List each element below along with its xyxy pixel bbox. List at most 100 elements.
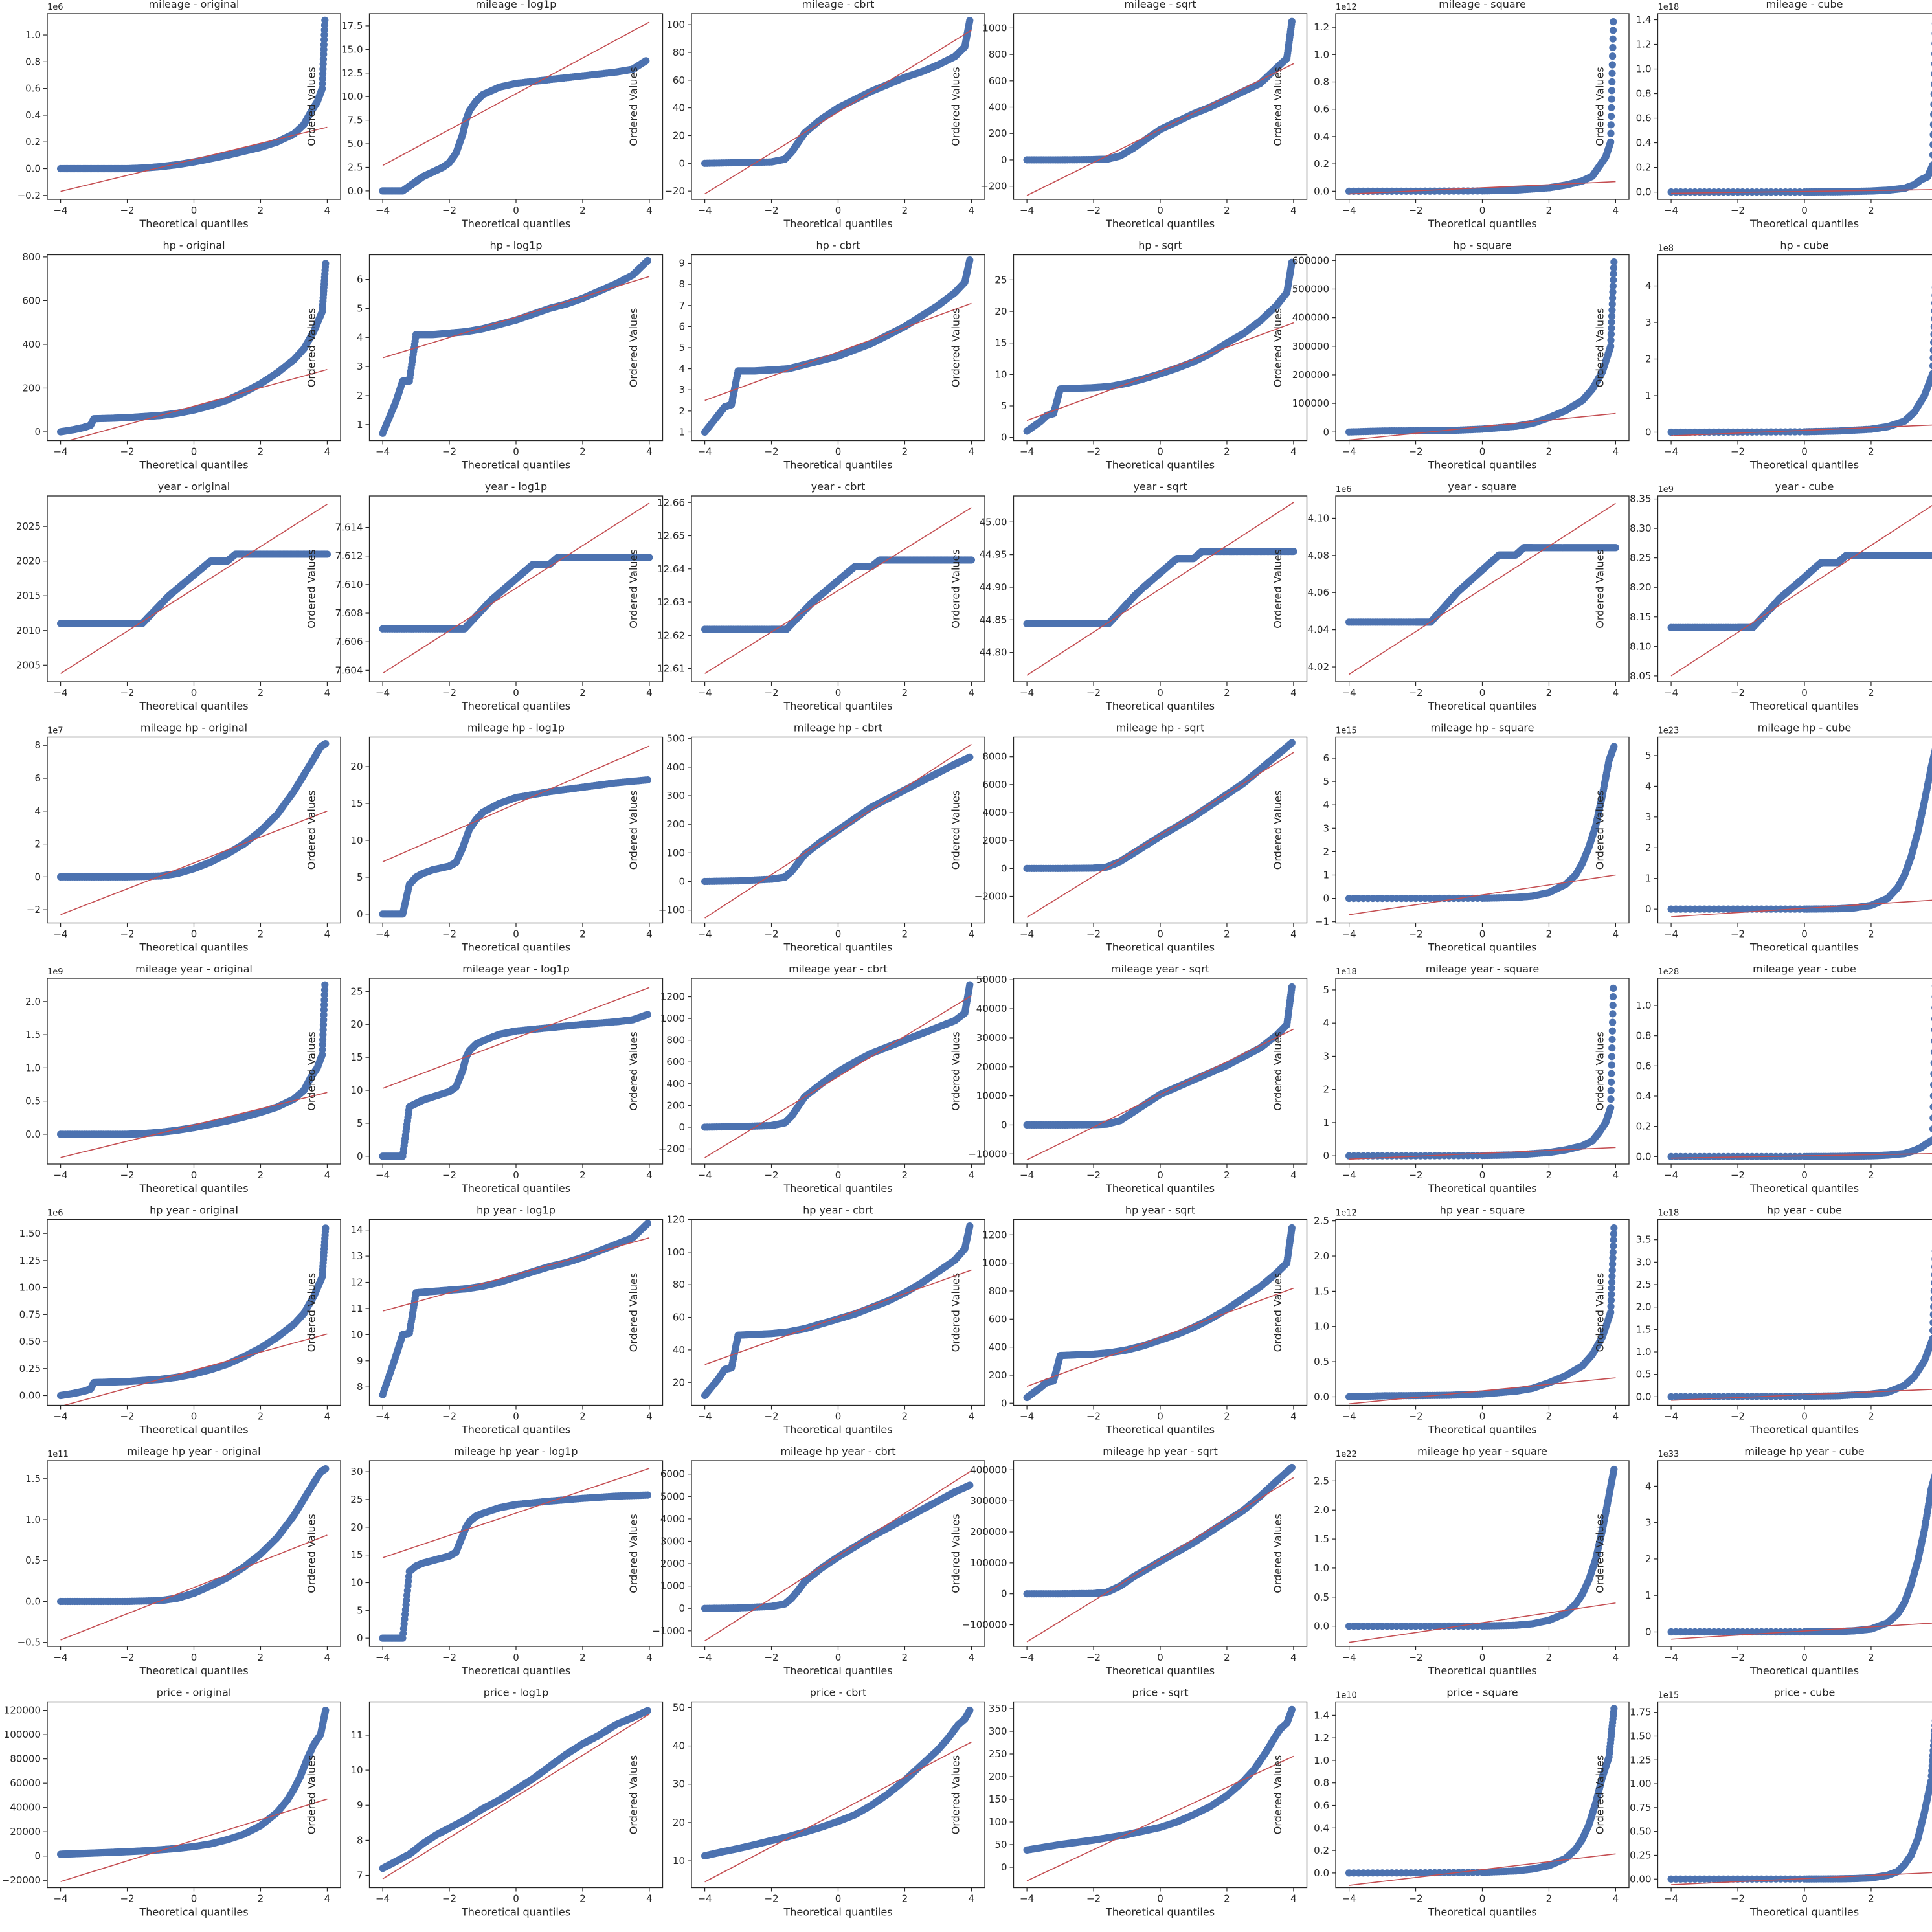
plot-area	[1023, 258, 1296, 435]
y-tick-label: 12.66	[657, 497, 685, 508]
y-tick-label: 400	[22, 339, 41, 350]
panel-year-cube: year - cube−4−20248.058.108.158.208.258.…	[1594, 480, 1932, 712]
x-tick-label: −4	[54, 446, 68, 458]
panel-title: year - square	[1448, 480, 1516, 493]
y-tick-label: 20	[673, 129, 685, 141]
y-tick-label: 400000	[1292, 312, 1329, 324]
x-tick-label: 2	[902, 446, 908, 458]
plot-area	[1345, 258, 1618, 441]
sample-point	[1929, 151, 1932, 159]
y-tick-label: 7.606	[335, 636, 363, 647]
sample-point	[966, 17, 974, 25]
x-tick-label: −2	[1086, 687, 1101, 699]
plot-area	[1345, 18, 1617, 195]
y-tick-label: 0	[679, 157, 685, 169]
sample-point	[1608, 78, 1616, 86]
panel-hp-cube: hp - cube−4−2024012341e8Theoretical quan…	[1594, 240, 1932, 471]
x-axis-label: Theoretical quantiles	[139, 459, 248, 471]
sample-point	[1612, 544, 1620, 552]
y-tick-label: 4.04	[1308, 624, 1329, 636]
plot-area	[1667, 22, 1932, 196]
panel-title: mileage - sqrt	[1124, 0, 1196, 10]
x-tick-label: 0	[513, 446, 519, 458]
y-tick-label: 3	[357, 361, 363, 372]
y-tick-label: 2	[1645, 354, 1652, 365]
x-tick-label: 2	[579, 446, 586, 458]
panel-title: hp - cbrt	[816, 240, 860, 252]
y-tick-label: 4.02	[1308, 661, 1329, 673]
y-tick-label: 8.20	[1630, 581, 1651, 593]
panel-title: hp - cube	[1780, 240, 1828, 252]
y-tick-label: 200	[989, 128, 1007, 139]
x-tick-label: 4	[1290, 687, 1297, 699]
y-tick-label: 0	[1323, 426, 1329, 438]
axes-frame	[1657, 254, 1932, 442]
y-tick-label: 12.65	[657, 530, 685, 542]
axes-frame	[1013, 13, 1308, 200]
plot-area	[56, 16, 329, 192]
x-tick-label: 0	[513, 205, 519, 216]
y-tick-label: 1000	[982, 22, 1007, 34]
panel-year-square: year - square−4 −2 0 2 44.024.044.064.084.10…	[1272, 480, 1630, 712]
axes-frame	[368, 254, 664, 442]
panel-year-sqrt: year - sqrt−4 −2 0 2 444.8044.8544.9044.9545…	[950, 480, 1308, 712]
x-tick-label: −2	[1086, 205, 1101, 216]
y-tick-label: 8.35	[1630, 493, 1651, 505]
sample-point	[1609, 43, 1617, 52]
sample-point	[1608, 104, 1615, 111]
sample-point	[1608, 69, 1616, 77]
y-tick-label: 7.5	[348, 115, 363, 126]
x-tick-label: 2	[902, 205, 908, 216]
panel-title: mileage - log1p	[476, 0, 557, 10]
y-tick-label: 0.4	[25, 109, 41, 121]
y-tick-label: 0	[1645, 427, 1652, 438]
y-tick-label: 2020	[16, 556, 41, 567]
x-tick-label: −4	[1664, 446, 1678, 458]
x-axis-label: Theoretical quantiles	[783, 459, 892, 471]
y-tick-label: 400	[989, 102, 1007, 113]
x-axis-label: Theoretical quantiles	[461, 218, 570, 230]
y-tick-label: 5	[679, 342, 685, 354]
y-offset-label: 1e12	[1336, 3, 1357, 12]
panel-hp-square: hp - square−4 −2 0 2 40100000200000300000400…	[1272, 240, 1630, 471]
y-tick-label: 5	[1001, 400, 1007, 412]
fit-line	[382, 21, 650, 166]
sample-point	[1607, 138, 1615, 146]
panel-title: year - cbrt	[811, 480, 865, 493]
x-tick-label: −2	[120, 205, 134, 216]
y-tick-label: 17.5	[341, 20, 363, 32]
fit-line	[60, 126, 328, 192]
sample-point	[967, 556, 976, 564]
x-tick-label: 0	[1157, 687, 1163, 699]
fit-line	[704, 507, 972, 674]
y-tick-label: 3	[679, 384, 685, 396]
y-tick-label: −0.2	[17, 190, 41, 201]
fit-line	[382, 276, 650, 359]
x-tick-label: 2	[579, 687, 586, 699]
y-tick-label: −200	[980, 181, 1007, 192]
plot-area	[1023, 502, 1297, 676]
fit-line	[704, 30, 972, 195]
x-tick-label: −4	[1342, 687, 1356, 699]
x-tick-label: −4	[1664, 687, 1678, 699]
x-tick-label: 0	[1157, 205, 1163, 216]
x-tick-label: 0	[513, 687, 519, 699]
y-tick-label: 1	[1645, 390, 1652, 401]
y-tick-label: 10	[994, 368, 1007, 380]
y-tick-label: 25	[994, 274, 1007, 286]
y-tick-label: 2	[679, 405, 685, 417]
fit-line	[1349, 502, 1616, 675]
x-tick-label: −2	[1086, 446, 1101, 458]
x-tick-label: −4	[376, 446, 390, 458]
y-tick-label: 300000	[1292, 341, 1329, 352]
y-tick-label: 45.00	[980, 516, 1007, 528]
x-tick-label: 2	[1546, 205, 1553, 216]
y-tick-label: 7.608	[335, 607, 363, 619]
x-tick-label: 4	[324, 446, 331, 458]
y-tick-label: 0.8	[1314, 76, 1329, 88]
y-tick-label: 1.0	[25, 29, 41, 41]
y-tick-label: 100	[666, 19, 685, 30]
y-tick-label: 7.610	[335, 579, 363, 590]
